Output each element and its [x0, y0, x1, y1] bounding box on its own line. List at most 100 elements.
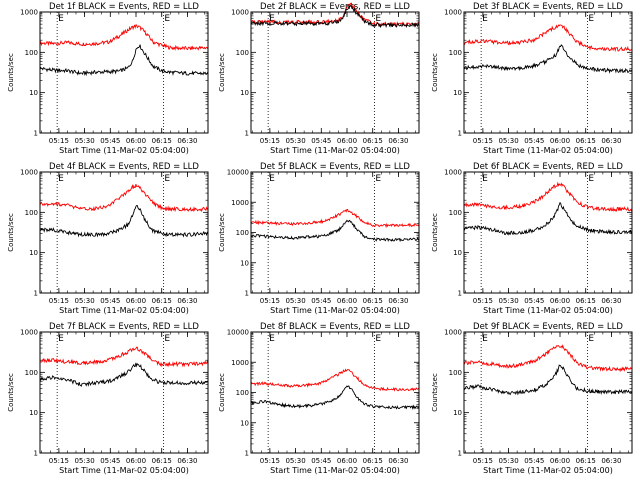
plot-frame: [250, 11, 420, 134]
chart-panel: Det 6f BLACK = Events, RED = LLD Counts/s…: [431, 162, 633, 315]
x-tick-label: 05:45: [524, 137, 544, 145]
event-marker-label: E: [482, 334, 488, 344]
x-tick-label: 06:15: [363, 137, 383, 145]
x-tick-label: 06:30: [601, 137, 621, 145]
y-tick-label: 1: [245, 290, 249, 298]
plot-frame: [463, 171, 633, 294]
event-marker-label: E: [482, 174, 488, 184]
event-marker-label: E: [58, 174, 64, 184]
chart-panel: Det 9f BLACK = Events, RED = LLD Counts/s…: [431, 322, 633, 475]
x-tick-label: 06:30: [601, 457, 621, 465]
x-tick-label: 06:15: [576, 297, 596, 305]
y-tick-label: 1: [458, 450, 462, 458]
chart-panel: Det 4f BLACK = Events, RED = LLD Counts/s…: [7, 162, 209, 315]
y-tick-label: 1: [458, 130, 462, 138]
y-tick-label: 10000: [227, 329, 249, 337]
x-tick-label: 06:00: [337, 137, 357, 145]
plot-frame: [250, 331, 420, 454]
y-tick-label: 1000: [444, 329, 462, 337]
event-marker-label: E: [164, 174, 170, 184]
y-tick-label: 10000: [227, 169, 249, 177]
y-tick-label: 1000: [20, 169, 38, 177]
chart-title: Det 5f BLACK = Events, RED = LLD: [260, 162, 410, 172]
y-tick-label: 10: [29, 249, 38, 257]
x-tick-label: 05:15: [473, 297, 493, 305]
chart-panel: Det 1f BLACK = Events, RED = LLD Counts/s…: [7, 2, 209, 155]
x-tick-label: 05:45: [311, 297, 331, 305]
chart-title: Det 7f BLACK = Events, RED = LLD: [49, 322, 199, 332]
series-lld-line: [250, 368, 420, 392]
series-events-line: [39, 362, 209, 387]
y-tick-label: 100: [236, 389, 249, 397]
y-tick-label: 100: [449, 209, 462, 217]
x-tick-label: 05:30: [498, 297, 518, 305]
chart-title: Det 8f BLACK = Events, RED = LLD: [260, 322, 410, 332]
x-tick-label: 05:15: [49, 137, 69, 145]
x-axis-label: Start Time (11-Mar-02 05:04:00): [483, 466, 613, 475]
x-tick-label: 05:30: [74, 137, 94, 145]
plot-frame: [463, 11, 633, 134]
event-marker-label: E: [164, 14, 170, 24]
chart-title: Det 1f BLACK = Events, RED = LLD: [49, 2, 199, 12]
x-tick-label: 06:30: [388, 457, 408, 465]
x-tick-label: 06:15: [152, 297, 172, 305]
x-tick-label: 05:15: [260, 457, 280, 465]
event-marker-label: E: [164, 334, 170, 344]
x-tick-label: 05:45: [524, 457, 544, 465]
x-tick-label: 05:30: [74, 297, 94, 305]
x-tick-label: 05:45: [100, 137, 120, 145]
x-tick-label: 05:45: [100, 297, 120, 305]
event-marker-label: E: [375, 174, 381, 184]
y-tick-label: 1000: [20, 329, 38, 337]
x-tick-label: 06:30: [388, 297, 408, 305]
y-tick-label: 1: [245, 130, 249, 138]
y-axis-label: Counts/sec: [218, 53, 226, 92]
x-tick-label: 05:15: [49, 457, 69, 465]
event-marker-label: E: [58, 14, 64, 24]
x-tick-label: 05:45: [524, 297, 544, 305]
chart-panel: Det 7f BLACK = Events, RED = LLD Counts/s…: [7, 322, 209, 475]
chart-title: Det 2f BLACK = Events, RED = LLD: [260, 2, 410, 12]
x-tick-label: 06:30: [388, 137, 408, 145]
x-axis-label: Start Time (11-Mar-02 05:04:00): [59, 146, 189, 155]
y-tick-label: 1000: [444, 9, 462, 17]
series-events-line: [463, 202, 633, 236]
event-marker-label: E: [588, 174, 594, 184]
x-tick-label: 06:30: [601, 297, 621, 305]
event-marker-label: E: [482, 14, 488, 24]
x-tick-label: 05:30: [285, 457, 305, 465]
x-tick-label: 06:30: [177, 457, 197, 465]
y-tick-label: 10: [240, 259, 249, 267]
series-lld-line: [250, 209, 420, 229]
x-tick-label: 05:45: [100, 457, 120, 465]
x-axis-label: Start Time (11-Mar-02 05:04:00): [59, 306, 189, 315]
series-lld-line: [39, 183, 209, 213]
x-axis-label: Start Time (11-Mar-02 05:04:00): [270, 306, 400, 315]
x-axis-label: Start Time (11-Mar-02 05:04:00): [270, 146, 400, 155]
event-marker-label: E: [269, 14, 275, 24]
y-tick-label: 10: [453, 409, 462, 417]
y-tick-label: 10: [29, 89, 38, 97]
y-tick-label: 1000: [231, 9, 249, 17]
plot-frame: [39, 171, 209, 294]
x-tick-label: 06:15: [152, 137, 172, 145]
x-tick-label: 06:30: [177, 297, 197, 305]
y-tick-label: 100: [25, 209, 38, 217]
x-tick-label: 05:30: [498, 137, 518, 145]
y-tick-label: 1000: [20, 9, 38, 17]
chart-panel: Det 3f BLACK = Events, RED = LLD Counts/s…: [431, 2, 633, 155]
y-axis-label: Counts/sec: [431, 53, 439, 92]
y-tick-label: 100: [449, 49, 462, 57]
y-axis-label: Counts/sec: [218, 373, 226, 412]
y-tick-label: 1: [34, 290, 38, 298]
x-tick-label: 06:15: [576, 137, 596, 145]
y-axis-label: Counts/sec: [7, 213, 15, 252]
chart-panel: Det 8f BLACK = Events, RED = LLD Counts/s…: [218, 322, 420, 475]
x-tick-label: 05:30: [285, 137, 305, 145]
x-tick-label: 05:30: [74, 457, 94, 465]
y-tick-label: 1: [245, 450, 249, 458]
series-lld-line: [463, 344, 633, 373]
y-axis-label: Counts/sec: [218, 213, 226, 252]
